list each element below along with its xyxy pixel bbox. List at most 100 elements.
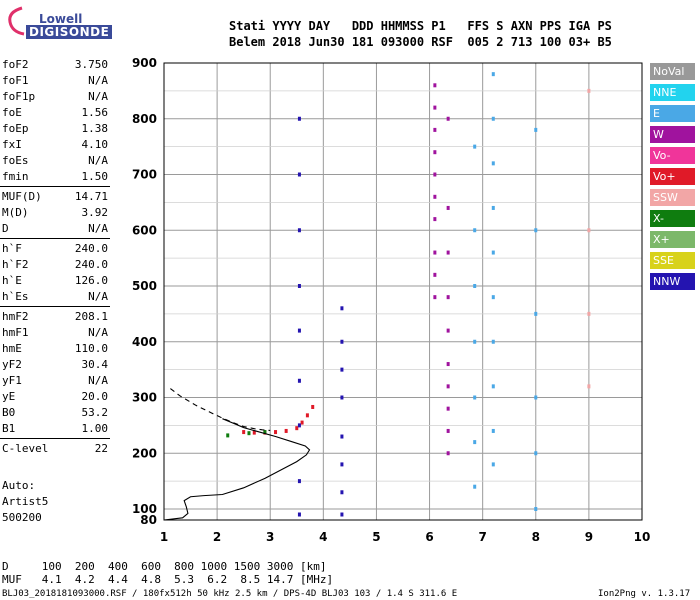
param-value: 22	[94, 442, 108, 455]
echo-point	[300, 420, 304, 425]
echo-point	[446, 205, 450, 210]
echo-point	[340, 339, 344, 344]
x-tick-label: 9	[585, 530, 593, 544]
logo-text-lowell: Lowell	[39, 12, 83, 26]
param-name: foF2	[2, 58, 29, 71]
param-value: 240.0	[74, 258, 108, 271]
param-row-fof2: foF2 3.750	[2, 57, 108, 73]
param-row-foep: foEp 1.38	[2, 121, 108, 137]
echo-point	[297, 512, 301, 517]
x-tick-label: 5	[372, 530, 380, 544]
param-value: 1.38	[81, 122, 109, 135]
echo-point	[534, 451, 538, 456]
y-tick-label: 900	[132, 56, 157, 70]
legend-item-x-: X-	[650, 210, 695, 227]
param-separator	[0, 438, 110, 439]
x-tick-label: 7	[478, 530, 486, 544]
x-tick-label: 3	[266, 530, 274, 544]
echo-point	[247, 431, 251, 436]
x-tick-label: 4	[319, 530, 327, 544]
echo-point	[433, 83, 437, 88]
echo-point	[297, 328, 301, 333]
echo-point	[242, 430, 246, 435]
param-name: h`Es	[2, 290, 29, 303]
param-row-yf2: yF2 30.4	[2, 357, 108, 373]
param-value: 1.00	[81, 422, 109, 435]
artist-label: Artist5	[2, 495, 49, 508]
x-tick-label: 2	[213, 530, 221, 544]
param-row-ye: yE 20.0	[2, 389, 108, 405]
echo-point	[491, 161, 495, 166]
param-separator	[0, 306, 110, 307]
echo-point	[433, 272, 437, 277]
echo-point	[446, 384, 450, 389]
param-row-h-es: h`Es N/A	[2, 289, 108, 305]
param-row-c-level: C-level 22	[2, 441, 108, 457]
echo-point	[473, 339, 477, 344]
x-tick-label: 6	[425, 530, 433, 544]
echo-point	[491, 339, 495, 344]
auto-label: Auto:	[2, 479, 36, 492]
legend-item-e: E	[650, 105, 695, 122]
param-value: 1.56	[81, 106, 109, 119]
x-tick-label: 1	[160, 530, 168, 544]
param-value: N/A	[88, 290, 108, 303]
echo-point	[446, 328, 450, 333]
param-row-hme: hmE 110.0	[2, 341, 108, 357]
echo-point	[473, 144, 477, 149]
profile-extrapolation	[170, 388, 271, 431]
echo-point	[305, 413, 309, 418]
echo-point	[295, 426, 299, 431]
param-value: 1.50	[81, 170, 109, 183]
param-name: hmF1	[2, 326, 29, 339]
x-tick-label: 10	[634, 530, 651, 544]
echo-point	[446, 295, 450, 300]
echo-point	[446, 250, 450, 255]
echo-point	[433, 150, 437, 155]
echo-point	[226, 433, 230, 438]
legend-item-x-: X+	[650, 231, 695, 248]
echo-point	[433, 295, 437, 300]
param-row-hmf1: hmF1 N/A	[2, 325, 108, 341]
plot-frame	[163, 62, 643, 521]
echo-point	[491, 428, 495, 433]
param-value: 53.2	[81, 406, 109, 419]
echo-point	[446, 362, 450, 367]
echo-point	[340, 490, 344, 495]
param-row-foe: foE 1.56	[2, 105, 108, 121]
param-row-d: D N/A	[2, 221, 108, 237]
echo-point	[252, 430, 256, 435]
param-value: 3.92	[81, 206, 109, 219]
echo-point	[433, 194, 437, 199]
param-value: N/A	[88, 222, 108, 235]
param-name: foF1	[2, 74, 29, 87]
param-name: C-level	[2, 442, 49, 455]
param-name: h`F	[2, 242, 22, 255]
echo-point	[587, 311, 591, 316]
echo-point	[587, 228, 591, 233]
electron-density-profile	[163, 418, 311, 521]
echo-point	[491, 295, 495, 300]
param-value: 4.10	[81, 138, 109, 151]
scaling-code: 500200	[2, 511, 42, 524]
param-name: MUF(D)	[2, 190, 42, 203]
echo-point	[433, 127, 437, 132]
echo-point	[297, 284, 301, 288]
echo-point	[491, 116, 495, 121]
echo-point	[473, 484, 477, 489]
header-labels: Stati YYYY DAY DDD HHMMSS P1 FFS S AXN P…	[229, 19, 612, 33]
param-name: hmF2	[2, 310, 29, 323]
param-name: h`F2	[2, 258, 29, 271]
param-value: N/A	[88, 154, 108, 167]
echo-point	[587, 384, 591, 389]
param-name: D	[2, 222, 9, 235]
echo-point	[587, 88, 591, 93]
param-value: 126.0	[74, 274, 108, 287]
param-name: fxI	[2, 138, 22, 151]
echo-point	[473, 284, 477, 288]
param-value: N/A	[88, 90, 108, 103]
param-value: 110.0	[74, 342, 108, 355]
echo-point	[340, 512, 344, 517]
param-row-h-f: h`F 240.0	[2, 241, 108, 257]
